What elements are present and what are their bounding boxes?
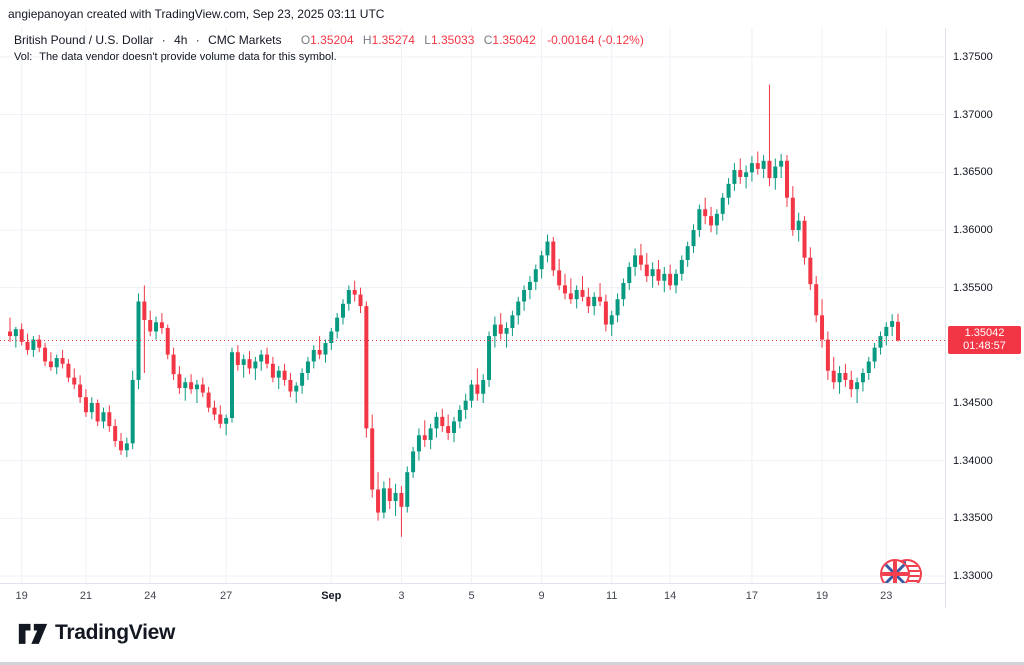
low-label: L bbox=[424, 33, 431, 47]
volume-row[interactable]: Vol: The data vendor doesn't provide vol… bbox=[14, 49, 644, 66]
price-axis[interactable]: 1.35042 01:48:57 1.37500 1.37000 1.36500 1.… bbox=[945, 28, 1024, 608]
close-value: 1.35042 bbox=[492, 33, 536, 47]
chart-area: British Pound / U.S. Dollar · 4h · CMC M… bbox=[0, 28, 1024, 608]
legend: British Pound / U.S. Dollar · 4h · CMC M… bbox=[14, 32, 644, 66]
current-price-value: 1.35042 bbox=[964, 327, 1005, 340]
price-tick-label: 1.34500 bbox=[953, 397, 993, 409]
price-tick-label: 1.36000 bbox=[953, 224, 993, 236]
gbpusd-pair-icon bbox=[878, 556, 924, 597]
ohlc-values: O1.35204 H1.35274 L1.35033 C1.35042 bbox=[295, 33, 539, 47]
vol-label: Vol: bbox=[14, 51, 33, 63]
separator-dot: · bbox=[161, 33, 166, 47]
high-label: H bbox=[362, 33, 372, 47]
time-axis-label: 14 bbox=[664, 590, 677, 602]
price-tick-label: 1.37000 bbox=[953, 108, 993, 121]
price-tick-label: 1.33000 bbox=[953, 570, 993, 582]
time-axis-label: 21 bbox=[79, 590, 93, 602]
time-axis-label: 19 bbox=[815, 590, 829, 602]
time-axis-label: 23 bbox=[880, 590, 893, 602]
low-value: 1.35033 bbox=[430, 33, 475, 47]
close-label: C bbox=[483, 33, 493, 47]
bar-countdown: 01:48:57 bbox=[963, 340, 1006, 353]
time-axis-label: Sep bbox=[321, 590, 342, 602]
exchange-label: CMC Markets bbox=[208, 33, 282, 47]
time-axis-label: 11 bbox=[606, 590, 618, 602]
tradingview-logo-icon bbox=[18, 623, 48, 644]
tradingview-logo-text: TradingView bbox=[55, 621, 176, 644]
price-tick-label: 1.33500 bbox=[953, 512, 993, 525]
time-axis-label: 9 bbox=[538, 590, 545, 602]
time-axis[interactable]: 19 21 24 27 Sep 3 5 9 11 14 17 19 23 bbox=[0, 583, 945, 608]
vol-note: The data vendor doesn't provide volume d… bbox=[39, 51, 337, 63]
price-tick-label: 1.36500 bbox=[953, 166, 993, 179]
open-label: O bbox=[300, 33, 311, 47]
high-value: 1.35274 bbox=[371, 33, 415, 47]
time-axis-label: 19 bbox=[15, 590, 28, 602]
time-axis-label: 5 bbox=[468, 590, 475, 602]
time-axis-label: 24 bbox=[144, 590, 157, 602]
price-tick-label: 1.34000 bbox=[953, 454, 993, 467]
time-axis-label: 17 bbox=[745, 590, 759, 602]
open-value: 1.35204 bbox=[310, 33, 354, 47]
attribution-text: angiepanoyan created with TradingView.co… bbox=[8, 7, 385, 21]
time-axis-label: 27 bbox=[220, 590, 233, 602]
price-tick-label: 1.35500 bbox=[953, 281, 993, 294]
price-tick-label: 1.37500 bbox=[953, 51, 993, 63]
time-axis-label: 3 bbox=[398, 590, 405, 602]
footer: TradingView bbox=[0, 608, 1024, 662]
symbol-row[interactable]: British Pound / U.S. Dollar · 4h · CMC M… bbox=[14, 32, 644, 49]
attribution-bar: angiepanoyan created with TradingView.co… bbox=[0, 0, 1024, 28]
interval-label: 4h bbox=[174, 33, 188, 47]
change-value: -0.00164 (-0.12%) bbox=[547, 33, 644, 47]
symbol-title: British Pound / U.S. Dollar bbox=[14, 33, 154, 47]
separator-dot: · bbox=[195, 33, 200, 47]
current-price-badge: 1.35042 01:48:57 bbox=[948, 326, 1021, 355]
candlestick-chart[interactable] bbox=[0, 28, 945, 583]
tradingview-logo[interactable]: TradingView bbox=[18, 621, 175, 645]
